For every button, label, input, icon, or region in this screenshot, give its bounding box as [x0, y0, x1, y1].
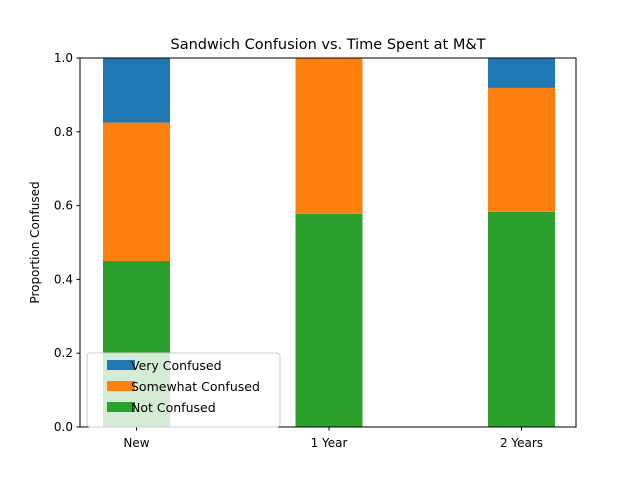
- y-tick-label: 0.2: [54, 346, 73, 360]
- bar-not-confused-2: [488, 211, 555, 427]
- y-axis-label: Proportion Confused: [28, 181, 42, 303]
- y-tick-label: 0.6: [54, 199, 73, 213]
- x-tick-label: 1 Year: [311, 436, 348, 450]
- x-axis: New 1 Year 2 Years: [123, 427, 543, 450]
- legend-label: Not Confused: [131, 400, 216, 415]
- bar-somewhat-confused-2: [488, 87, 555, 212]
- x-tick-label: 2 Years: [500, 436, 543, 450]
- legend-label: Somewhat Confused: [131, 379, 260, 394]
- chart-title: Sandwich Confusion vs. Time Spent at M&T: [171, 37, 486, 53]
- y-tick-label: 0.0: [54, 420, 73, 434]
- bar-somewhat-confused-0: [103, 122, 170, 261]
- x-tick-label: New: [123, 436, 149, 450]
- legend-swatch: [107, 381, 135, 391]
- y-axis: 0.0 0.2 0.4 0.6 0.8 1.0: [54, 51, 80, 434]
- legend-swatch: [107, 360, 135, 370]
- plot-area-frame: [79, 57, 577, 428]
- legend-label: Very Confused: [131, 358, 222, 373]
- bars-layer: [103, 58, 555, 427]
- y-tick-label: 0.4: [54, 272, 73, 286]
- legend-frame: [86, 352, 281, 428]
- bar-very-confused-0: [103, 58, 170, 123]
- legend: Very Confused Somewhat Confused Not Confus…: [86, 352, 281, 428]
- legend-swatch: [107, 402, 135, 412]
- bar-not-confused-1: [295, 213, 363, 427]
- bar-somewhat-confused-1: [295, 58, 363, 214]
- bar-very-confused-2: [488, 58, 555, 88]
- y-tick-label: 1.0: [54, 51, 73, 65]
- y-tick-label: 0.8: [54, 125, 73, 139]
